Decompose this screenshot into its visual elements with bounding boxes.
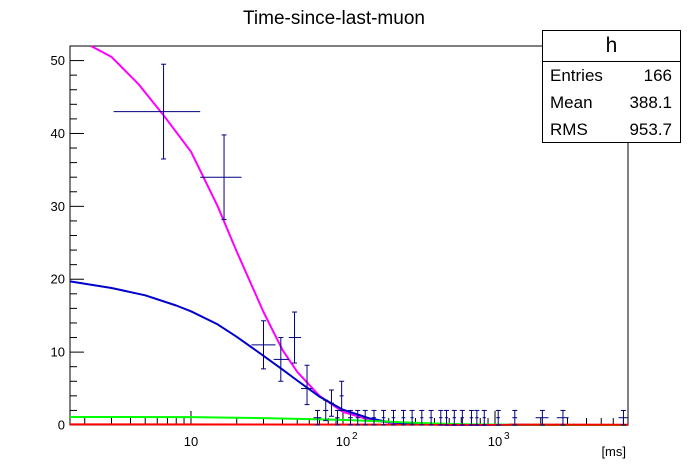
data-point: [495, 409, 501, 426]
stats-value: 953.7: [629, 119, 672, 139]
data-point: [347, 409, 353, 426]
data-point: [313, 409, 322, 426]
data-point: [409, 409, 415, 426]
data-point: [618, 409, 628, 426]
data-point: [362, 409, 368, 426]
data-point: [288, 311, 302, 364]
data-point: [391, 409, 397, 426]
data-point: [428, 409, 434, 426]
data-point: [334, 409, 340, 426]
stats-row-mean: Mean 388.1: [543, 89, 680, 116]
fit-curve: [69, 280, 629, 426]
y-tick-label: 0: [58, 418, 65, 433]
data-point: [451, 409, 457, 426]
y-axis: 0 10 20 30 40 50: [51, 45, 84, 433]
data-point: [251, 320, 276, 370]
data-point: [371, 409, 377, 426]
data-point: [459, 409, 465, 426]
data-point: [355, 409, 361, 426]
data-point: [444, 409, 450, 426]
x-axis-label: [ms]: [601, 444, 626, 459]
stats-label: Mean: [550, 92, 593, 112]
stats-label: Entries: [550, 65, 603, 85]
data-point: [301, 364, 313, 406]
y-tick-label: 30: [51, 199, 65, 214]
data-point: [556, 409, 569, 426]
y-tick-label: 40: [51, 126, 65, 141]
stats-histogram-name: h: [543, 31, 680, 62]
data-point: [381, 409, 387, 426]
data-point: [200, 134, 242, 220]
data-point: [113, 63, 201, 160]
data-point: [474, 409, 480, 426]
stats-label: RMS: [550, 119, 588, 139]
data-point: [419, 409, 425, 426]
data-point: [400, 409, 406, 426]
data-point: [468, 409, 474, 426]
data-point: [273, 337, 289, 382]
y-tick-label: 50: [51, 53, 65, 68]
x-tick-exponent: 3: [504, 431, 510, 442]
data-point: [512, 409, 518, 426]
x-tick-exponent: 2: [352, 431, 358, 442]
data-point: [328, 389, 334, 417]
data-point: [323, 399, 329, 422]
x-tick-label: 10: [336, 434, 350, 449]
data-point: [481, 409, 487, 426]
stats-row-entries: Entries 166: [543, 62, 680, 89]
data-point: [438, 409, 444, 426]
stats-value: 388.1: [629, 92, 672, 112]
stats-value: 166: [643, 65, 672, 85]
data-point: [535, 409, 549, 426]
data-points: [113, 63, 628, 426]
y-tick-label: 10: [51, 345, 65, 360]
x-tick-label: 10: [488, 434, 502, 449]
stats-row-rms: RMS 953.7: [543, 116, 680, 143]
y-tick-label: 20: [51, 272, 65, 287]
data-point: [339, 380, 345, 411]
chart-title: Time-since-last-muon: [243, 8, 425, 29]
x-tick-label: 10: [184, 434, 198, 449]
stats-box: h Entries 166 Mean 388.1 RMS 953.7: [542, 30, 681, 143]
